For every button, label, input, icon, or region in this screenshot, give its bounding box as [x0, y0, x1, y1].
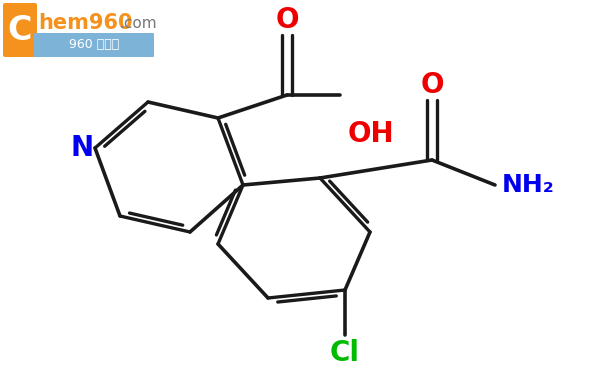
Text: N: N	[70, 134, 94, 162]
Text: C: C	[8, 13, 32, 46]
Text: .com: .com	[119, 15, 157, 30]
Text: NH₂: NH₂	[502, 173, 555, 197]
Text: hem960: hem960	[38, 13, 132, 33]
Text: Cl: Cl	[330, 339, 360, 367]
FancyBboxPatch shape	[34, 33, 154, 57]
Text: 960 化工网: 960 化工网	[69, 39, 119, 51]
Text: O: O	[420, 71, 443, 99]
Text: O: O	[275, 6, 299, 34]
Text: OH: OH	[348, 120, 394, 148]
FancyBboxPatch shape	[3, 3, 37, 57]
